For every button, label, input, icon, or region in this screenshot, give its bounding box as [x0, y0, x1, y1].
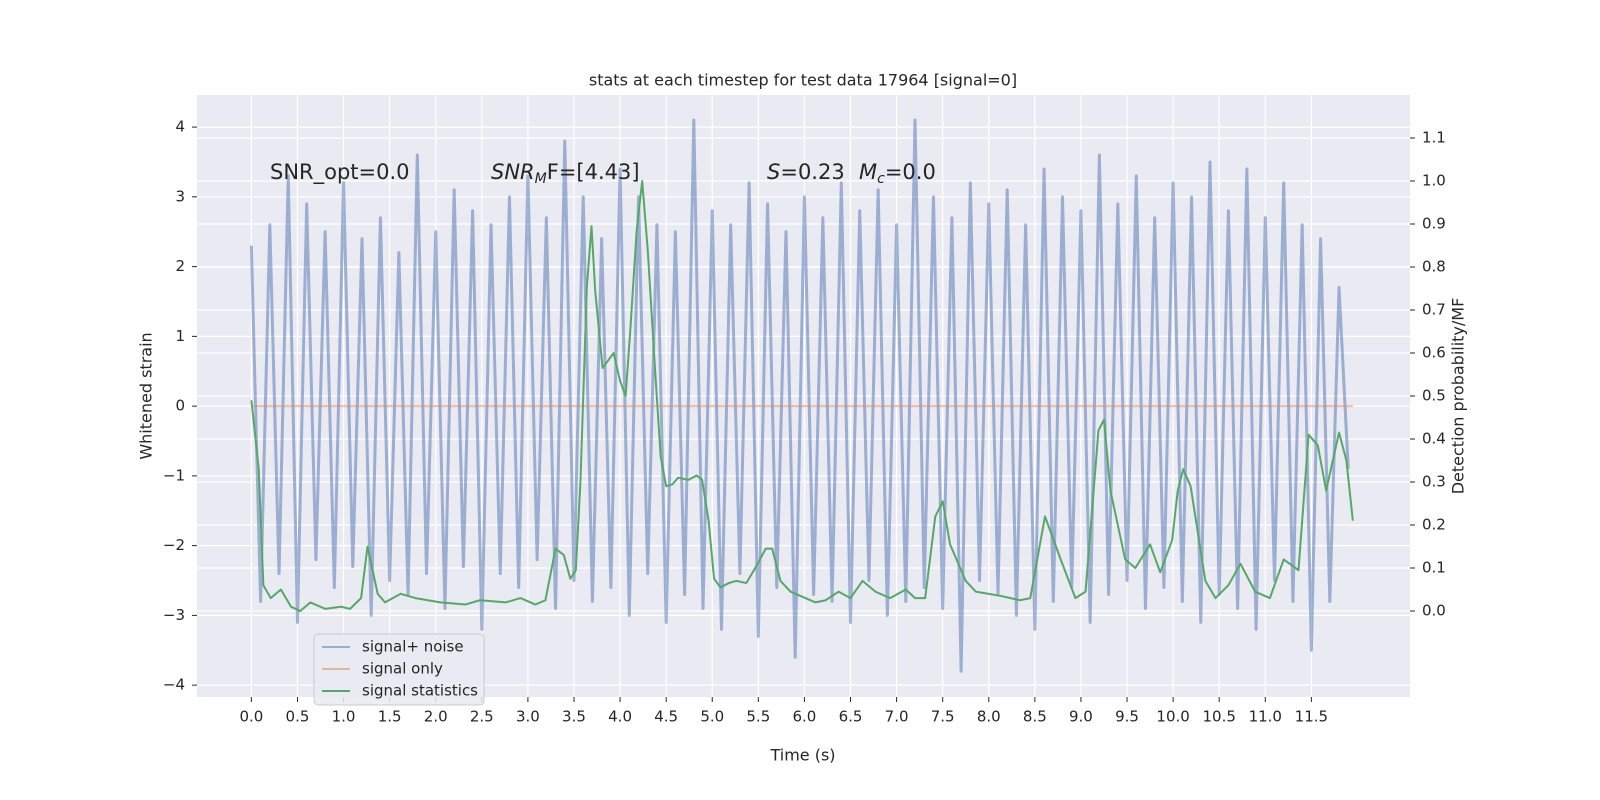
x-tick-label: 10.5 — [1202, 708, 1235, 726]
y-tick-label: 3 — [175, 187, 185, 205]
annotation-part: c — [877, 171, 885, 187]
marks — [249, 118, 1354, 673]
x-tick-label: 5.0 — [700, 708, 724, 726]
legend-label: signal statistics — [362, 682, 478, 700]
x-tick-label: 7.0 — [885, 708, 909, 726]
x-tick-label: 11.0 — [1249, 708, 1282, 726]
annotation-part: M — [859, 160, 877, 184]
x-tick-label: 2.5 — [470, 708, 494, 726]
y2-tick-label: 0.0 — [1422, 602, 1446, 620]
x-tick-label: 9.0 — [1069, 708, 1093, 726]
x-tick-label: 1.0 — [332, 708, 356, 726]
annotation-part: M — [535, 171, 547, 187]
annotation-part: SNR_opt=0.0 — [270, 160, 410, 185]
annotation-part: S — [767, 160, 780, 184]
y2-tick-label: 0.5 — [1422, 387, 1446, 405]
y2-tick-label: 0.9 — [1422, 215, 1446, 233]
x-tick-label: 8.5 — [1023, 708, 1047, 726]
x-tick-label: 1.5 — [378, 708, 402, 726]
x-tick-label: 7.5 — [931, 708, 955, 726]
x-tick-label: 4.0 — [608, 708, 632, 726]
x-tick-label: 0.0 — [239, 708, 263, 726]
x-tick-label: 11.5 — [1295, 708, 1328, 726]
annotation: S=0.23 — [767, 160, 845, 184]
annotation: SNRMF=[4.43] — [491, 160, 640, 187]
x-tick-label: 4.5 — [654, 708, 678, 726]
y2-tick-label: 0.3 — [1422, 473, 1446, 491]
y2-tick-label: 0.1 — [1422, 559, 1446, 577]
y-axis-label: Whitened strain — [137, 332, 156, 459]
y-tick-label: 2 — [175, 257, 185, 275]
y2-tick-label: 1.1 — [1422, 129, 1446, 147]
y2-tick-label: 0.8 — [1422, 258, 1446, 276]
legend: signal+ noise signal only signal statistic… — [313, 633, 485, 706]
x-tick-label: 10.0 — [1156, 708, 1189, 726]
x-tick-label: 9.5 — [1115, 708, 1139, 726]
series-line — [249, 118, 1350, 673]
y2-tick-label: 0.7 — [1422, 301, 1446, 319]
y-tick-label: 0 — [175, 397, 185, 415]
annotation-part: F=[4.43] — [547, 160, 640, 184]
annotation-part: SNR — [491, 160, 535, 184]
y-tick-label: −4 — [163, 676, 185, 694]
y2-tick-label: 1.0 — [1422, 172, 1446, 190]
legend-box — [313, 633, 485, 706]
annotation: Mc=0.0 — [859, 160, 936, 187]
legend-label: signal only — [362, 660, 443, 678]
y-tick-label: −2 — [163, 536, 185, 554]
x-tick-label: 2.0 — [424, 708, 448, 726]
y2-axis-label: Detection probability/MF — [1449, 298, 1468, 495]
x-tick-label: 6.5 — [839, 708, 863, 726]
series-line — [250, 180, 1354, 612]
y-tick-label: −3 — [163, 606, 185, 624]
x-tick-label: 6.0 — [792, 708, 816, 726]
y-tick-label: −1 — [163, 466, 185, 484]
annotation: SNR_opt=0.0 — [270, 160, 410, 185]
y-tick-label: 4 — [175, 118, 185, 136]
y2-tick-label: 0.2 — [1422, 516, 1446, 534]
x-tick-label: 8.0 — [977, 708, 1001, 726]
x-axis-label: Time (s) — [769, 746, 835, 765]
x-tick-label: 3.0 — [516, 708, 540, 726]
legend-label: signal+ noise — [362, 638, 464, 656]
chart-title: stats at each timestep for test data 179… — [589, 71, 1017, 90]
y2-tick-label: 0.4 — [1422, 430, 1446, 448]
x-tick-label: 5.5 — [746, 708, 770, 726]
annotation-part: =0.23 — [780, 160, 844, 184]
x-tick-label: 0.5 — [286, 708, 310, 726]
x-tick-label: 3.5 — [562, 708, 586, 726]
annotation-part: =0.0 — [885, 160, 936, 184]
y-tick-label: 1 — [175, 327, 185, 345]
y2-tick-label: 0.6 — [1422, 344, 1446, 362]
